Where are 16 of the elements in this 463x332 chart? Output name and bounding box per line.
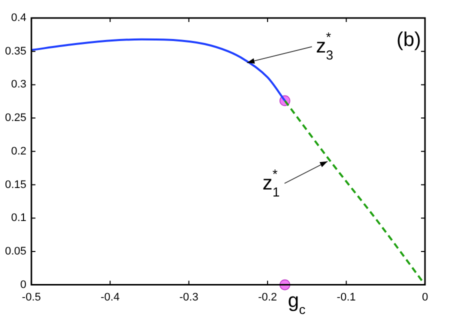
- x-tick-label: -0.3: [179, 291, 198, 304]
- y-tick-label: 0.4: [11, 12, 26, 24]
- x-tick-label: -0.2: [258, 291, 278, 304]
- annotation: (b): [396, 29, 421, 51]
- y-tick-label: 0.25: [4, 112, 26, 124]
- x-tick-label: 0: [422, 291, 428, 304]
- y-tick-label: 0: [20, 278, 26, 291]
- y-tick-label: 0.05: [4, 245, 26, 258]
- y-tick-label: 0.15: [4, 178, 26, 191]
- y-tick-label: 0.35: [4, 45, 26, 58]
- x-tick-label: -0.5: [22, 291, 41, 304]
- y-tick-label: 0.1: [11, 212, 26, 224]
- x-tick-label: -0.4: [100, 291, 120, 304]
- y-tick-label: 0.2: [11, 145, 26, 158]
- x-tick-label: -0.1: [336, 291, 356, 304]
- y-tick-label: 0.3: [11, 78, 26, 91]
